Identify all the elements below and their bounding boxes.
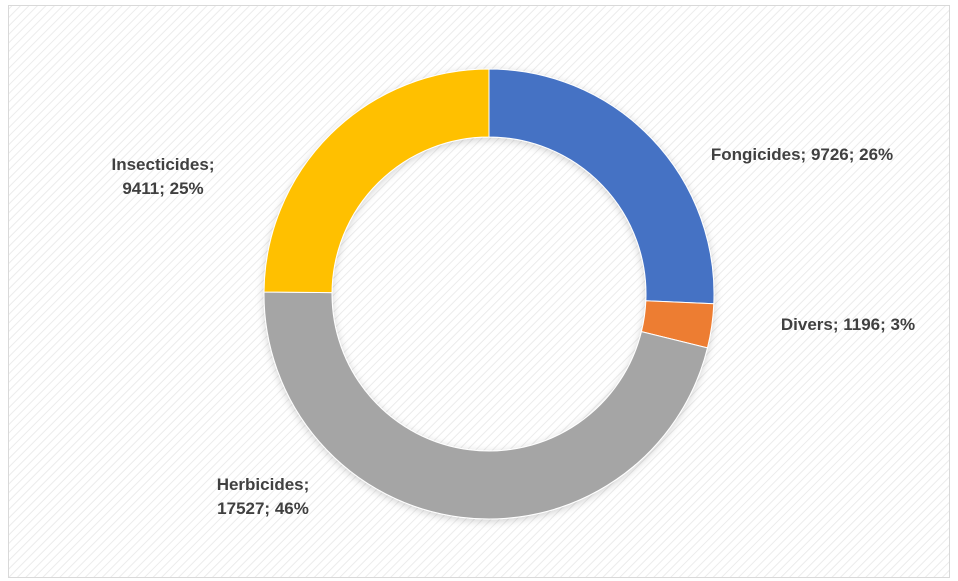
donut-slice xyxy=(263,291,709,520)
data-label: Insecticides; 9411; 25% xyxy=(111,155,215,198)
data-label: Herbicides; 17527; 46% xyxy=(216,475,310,518)
data-label: Divers; 1196; 3% xyxy=(780,315,916,334)
donut xyxy=(263,68,715,520)
data-label: Fongicides; 9726; 26% xyxy=(710,145,894,164)
donut-slice xyxy=(488,68,715,305)
donut-slice xyxy=(263,68,490,294)
